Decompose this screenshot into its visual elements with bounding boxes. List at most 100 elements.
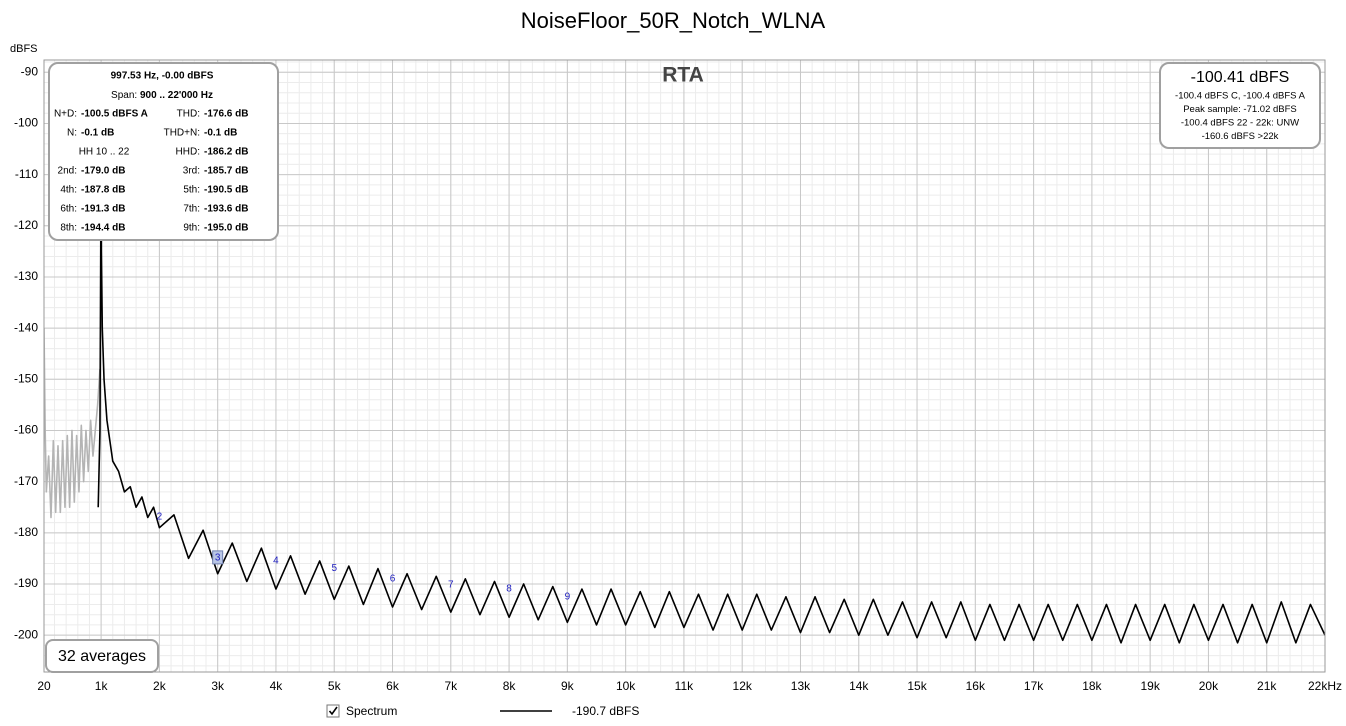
x-tick-label: 20: [37, 679, 51, 693]
info-value: -194.4 dB: [81, 223, 125, 234]
info-label: 9th:: [183, 223, 200, 234]
level-title: -100.41 dBFS: [1191, 69, 1290, 86]
y-tick-label: -140: [14, 320, 38, 334]
info-label: HHD:: [176, 147, 200, 158]
info-label: 6th:: [60, 204, 77, 215]
y-axis-label: dBFS: [10, 43, 38, 55]
x-tick-label: 7k: [444, 679, 458, 693]
x-tick-label: 18k: [1082, 679, 1102, 693]
harmonic-marker: 3: [215, 553, 221, 564]
plot-border: [43, 59, 1326, 673]
info-label: 3rd:: [183, 166, 200, 177]
info-label: 5th:: [183, 185, 200, 196]
info-header: 997.53 Hz, -0.00 dBFS: [111, 71, 214, 82]
x-tick-label: 8k: [503, 679, 517, 693]
x-tick-label: 9k: [561, 679, 575, 693]
grid: [43, 60, 1326, 672]
info-label: THD+N:: [164, 128, 200, 139]
x-tick-label: 15k: [907, 679, 927, 693]
harmonic-marker: 6: [390, 574, 396, 585]
x-tick-label: 22kHz: [1308, 679, 1342, 693]
x-tick-label: 1k: [95, 679, 109, 693]
x-tick-label: 21k: [1257, 679, 1277, 693]
info-label: THD:: [177, 109, 200, 120]
info-value: -100.5 dBFS A: [81, 109, 148, 120]
info-value: -179.0 dB: [81, 166, 125, 177]
chart-title: NoiseFloor_50R_Notch_WLNA: [521, 8, 826, 33]
spectrum-trace: [44, 328, 101, 519]
level-line: -100.4 dBFS 22 - 22k: UNW: [1181, 118, 1299, 129]
x-tick-label: 12k: [733, 679, 753, 693]
info-value: -0.1 dB: [81, 128, 114, 139]
level-line: Peak sample: -71.02 dBFS: [1183, 104, 1297, 115]
info-value: -187.8 dB: [81, 185, 125, 196]
spectrum-trace: [97, 81, 1325, 644]
level-line: -100.4 dBFS C, -100.4 dBFS A: [1175, 91, 1306, 102]
y-tick-label: -190: [14, 576, 38, 590]
y-tick-label: -110: [15, 167, 38, 181]
info-value: -195.0 dB: [204, 223, 248, 234]
harmonic-marker: 4: [273, 556, 279, 567]
legend-label[interactable]: Spectrum: [346, 704, 397, 718]
legend-reading: -190.7 dBFS: [572, 704, 639, 718]
x-tick-label: 17k: [1024, 679, 1044, 693]
checkmark: [328, 706, 338, 716]
info-value: -193.6 dB: [204, 204, 248, 215]
info-label: 2nd:: [58, 166, 77, 177]
x-tick-label: 11k: [675, 679, 694, 693]
x-tick-label: 6k: [386, 679, 400, 693]
harmonic-marker: 5: [331, 563, 337, 574]
x-tick-label: 19k: [1140, 679, 1160, 693]
harmonic-marker: 7: [448, 580, 454, 591]
y-tick-label: -180: [14, 525, 38, 539]
harmonic-marker: 9: [565, 591, 571, 602]
x-tick-label: 20k: [1199, 679, 1219, 693]
info-value: -176.6 dB: [204, 109, 248, 120]
traces: [44, 81, 1325, 644]
y-tick-label: -120: [14, 218, 38, 232]
y-tick-label: -170: [14, 474, 38, 488]
info-span: Span: 900 .. 22'000 Hz: [111, 90, 213, 101]
info-value: -186.2 dB: [204, 147, 248, 158]
y-tick-label: -90: [21, 64, 39, 78]
info-box-frame: [48, 62, 279, 241]
info-span-value: 900 .. 22'000 Hz: [140, 90, 213, 101]
averages: 32 averages: [58, 648, 146, 665]
info-value: -190.5 dB: [204, 185, 248, 196]
level-box-frame: [1159, 62, 1321, 149]
info-value: -185.7 dB: [204, 166, 248, 177]
info-label: HH 10 .. 22: [79, 147, 130, 158]
info-label: N:: [67, 128, 77, 139]
x-tick-label: 16k: [966, 679, 986, 693]
info-span-label: Span:: [111, 90, 137, 101]
y-tick-label: -150: [14, 371, 38, 385]
legend-checkbox[interactable]: [326, 704, 340, 718]
x-tick-label: 3k: [211, 679, 225, 693]
y-tick-label: -100: [14, 116, 38, 130]
level-box: -100.41 dBFS -100.4 dBFS C, -100.4 dBFS …: [1159, 62, 1321, 149]
x-tick-label: 10k: [616, 679, 636, 693]
x-tick-label: 5k: [328, 679, 342, 693]
info-label: 8th:: [60, 223, 77, 234]
level-line: -160.6 dBFS >22k: [1202, 131, 1279, 142]
marker-box: [212, 550, 224, 565]
info-label: N+D:: [54, 109, 77, 120]
info-box: 997.53 Hz, -0.00 dBFS Span: 900 .. 22'00…: [48, 62, 279, 241]
y-tick-label: -200: [14, 627, 38, 641]
harmonic-marker: 8: [506, 584, 512, 595]
info-value: -191.3 dB: [81, 204, 125, 215]
info-label: 7th:: [183, 204, 200, 215]
x-tick-label: 14k: [849, 679, 869, 693]
x-tick-label: 13k: [791, 679, 811, 693]
watermark: RTA: [662, 64, 704, 87]
y-tick-label: -130: [14, 269, 38, 283]
x-tick-label: 4k: [270, 679, 284, 693]
y-tick-label: -160: [14, 423, 38, 437]
x-tick-label: 2k: [153, 679, 167, 693]
info-value: -0.1 dB: [204, 128, 237, 139]
averages-box: [45, 639, 159, 673]
harmonic-marker: 2: [157, 512, 163, 523]
info-label: 4th:: [60, 185, 77, 196]
